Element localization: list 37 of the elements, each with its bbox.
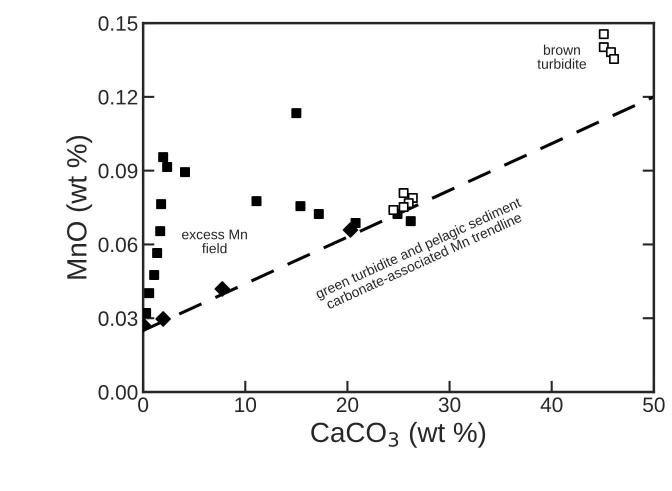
- annotation: brown turbidite: [537, 44, 586, 69]
- point: [152, 248, 162, 258]
- point: [155, 311, 171, 327]
- y-tick-label: 0.15: [98, 16, 138, 31]
- point: [406, 216, 416, 226]
- x-tick-label: 20: [336, 397, 358, 412]
- point: [295, 201, 306, 212]
- point: [180, 167, 190, 178]
- y-axis-title: MnO (wt %): [66, 136, 92, 279]
- point: [252, 196, 262, 206]
- point: [609, 54, 620, 64]
- x-tick-label: 50: [643, 397, 665, 412]
- x-tick-label: 40: [540, 397, 562, 412]
- point: [149, 270, 160, 280]
- point: [598, 29, 609, 40]
- point: [314, 208, 324, 219]
- x-tick-label: 0: [138, 397, 148, 412]
- point: [214, 281, 230, 297]
- point: [155, 226, 166, 236]
- y-tick-label: 0.06: [98, 237, 138, 252]
- point: [388, 205, 398, 216]
- x-tick-label: 10: [235, 397, 256, 412]
- point: [291, 108, 302, 118]
- y-tick-label: 0.03: [98, 311, 138, 326]
- x-tick-label: 30: [438, 397, 460, 412]
- point: [162, 162, 172, 172]
- point: [144, 288, 154, 298]
- point: [156, 199, 166, 210]
- point: [398, 188, 409, 198]
- x-axis-title: CaCO$_{3}$ (wt %): [311, 422, 486, 448]
- y-tick-label: 0.12: [98, 90, 138, 105]
- point: [398, 202, 409, 212]
- y-tick-label: 0.09: [98, 164, 138, 178]
- annotation: excess Mn field: [182, 230, 247, 254]
- point: [158, 152, 168, 162]
- y-tick-label: 0.00: [98, 385, 138, 400]
- point: [342, 222, 358, 238]
